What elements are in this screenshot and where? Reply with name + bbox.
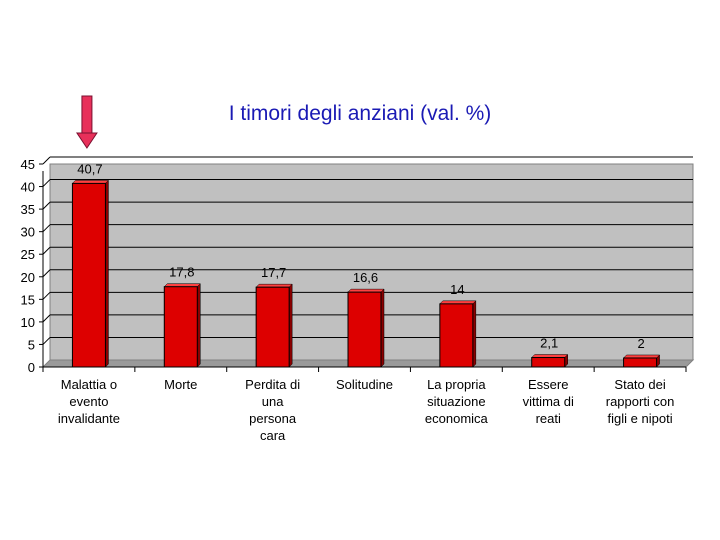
category-label: economica: [425, 411, 489, 426]
category-label: situazione: [427, 394, 486, 409]
category-label: rapporti con: [606, 394, 675, 409]
category-label: Essere: [528, 377, 568, 392]
data-label: 2,1: [540, 336, 558, 351]
category-label: Stato dei: [614, 377, 665, 392]
x-axis: [42, 366, 687, 372]
chart-title: I timori degli anziani (val. %): [228, 102, 492, 125]
bar: [71, 179, 110, 368]
category-label: persona: [249, 411, 297, 426]
gridline-side: [42, 156, 51, 165]
y-tick-label: 5: [28, 337, 35, 352]
category-label: Solitudine: [336, 377, 393, 392]
category-label: figli e nipoti: [608, 411, 673, 426]
bar-front: [255, 286, 290, 368]
category-label: Morte: [164, 377, 197, 392]
data-labels: 40,7 17,8 17,7 16,6 14 2,1 2: [77, 161, 644, 351]
y-tick-label: 15: [21, 292, 35, 307]
gridline-side: [42, 224, 51, 233]
y-tick-label: 10: [21, 315, 35, 330]
bar-front: [71, 182, 106, 368]
bar-front: [347, 291, 382, 368]
bar-front: [623, 357, 658, 368]
category-label: cara: [260, 428, 286, 443]
y-tick-label: 45: [21, 157, 35, 172]
data-label: 40,7: [77, 161, 102, 176]
bar-front: [163, 286, 198, 368]
bar: [347, 288, 385, 368]
category-label: vittima di: [523, 394, 574, 409]
category-label: evento: [69, 394, 108, 409]
bars: [71, 179, 661, 368]
arrow-shaft: [81, 95, 93, 135]
category-labels: Malattia o evento invalidante Morte Perdita …: [58, 377, 675, 443]
y-tick-label: 20: [21, 270, 35, 285]
gridline-side: [42, 314, 51, 323]
category-label: La propria: [427, 377, 486, 392]
bar: [439, 300, 477, 368]
bar: [531, 353, 569, 368]
highlight-marker: [75, 95, 98, 149]
gridline-side: [42, 201, 51, 210]
bar: [163, 283, 201, 368]
category-label: una: [262, 394, 284, 409]
bar: [622, 354, 661, 368]
gridline-side: [42, 269, 51, 278]
gridline-side: [42, 291, 51, 300]
y-tick-label: 0: [28, 360, 35, 375]
y-tick-label: 35: [21, 202, 35, 217]
bar-front: [531, 357, 566, 368]
arrow-down-icon: [75, 95, 98, 149]
bar-front: [439, 303, 474, 368]
gridline-side: [42, 337, 51, 345]
data-label: 14: [450, 282, 464, 297]
data-label: 16,6: [353, 270, 378, 285]
category-label: Perdita di: [245, 377, 300, 392]
data-label: 17,8: [169, 265, 194, 280]
bar: [255, 283, 293, 368]
gridline-side: [42, 179, 51, 187]
y-axis: 0 5 10 15 20 25 30 35 40 45: [21, 157, 44, 375]
category-label: reati: [536, 411, 561, 426]
data-label: 2: [637, 336, 644, 351]
y-tick-label: 40: [21, 180, 35, 195]
gridline-side: [42, 246, 51, 255]
y-tick-label: 25: [21, 247, 35, 262]
category-label: Malattia o: [61, 377, 117, 392]
data-label: 17,7: [261, 265, 286, 280]
arrow-head: [75, 132, 98, 149]
y-tick-label: 30: [21, 225, 35, 240]
category-label: invalidante: [58, 411, 120, 426]
